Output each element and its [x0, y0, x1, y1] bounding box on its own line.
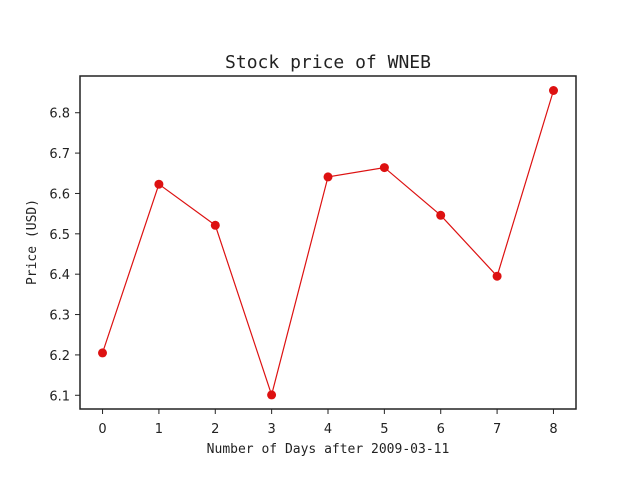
y-tick-label: 6.4 [49, 268, 70, 283]
y-tick-label: 6.8 [49, 107, 70, 122]
data-point [492, 271, 502, 281]
x-axis-ticks: 0 1 2 3 4 5 6 7 8 [98, 409, 558, 437]
x-axis-label: Number of Days after 2009-03-11 [207, 442, 450, 457]
data-point [154, 179, 164, 189]
y-tick-label: 6.6 [49, 187, 70, 202]
y-tick-label: 6.2 [49, 349, 70, 364]
x-tick-label: 4 [324, 422, 332, 437]
chart-title: Stock price of WNEB [225, 52, 431, 73]
y-tick-label: 6.7 [49, 147, 70, 162]
data-point [210, 220, 220, 230]
data-point [379, 163, 389, 173]
price-line [101, 90, 555, 398]
y-tick-label: 6.1 [49, 389, 70, 404]
data-point [267, 390, 277, 400]
data-point [436, 210, 446, 220]
data-point [98, 348, 107, 358]
data-point-markers [98, 86, 558, 400]
x-tick-label: 3 [267, 422, 275, 437]
x-tick-label: 5 [380, 422, 388, 437]
data-point [323, 172, 333, 182]
x-tick-label: 0 [98, 422, 106, 437]
data-point [549, 86, 558, 95]
x-tick-label: 7 [493, 422, 501, 437]
plot-area-frame [79, 75, 577, 410]
x-tick-label: 2 [211, 422, 219, 437]
y-tick-label: 6.5 [49, 228, 70, 243]
y-axis-ticks: 6.1 6.2 6.3 6.4 6.5 6.6 6.7 6.8 [49, 107, 80, 404]
x-tick-label: 6 [437, 422, 445, 437]
x-tick-label: 1 [155, 422, 163, 437]
x-tick-label: 8 [549, 422, 557, 437]
y-axis-label: Price (USD) [25, 199, 40, 285]
y-tick-label: 6.3 [49, 309, 70, 324]
